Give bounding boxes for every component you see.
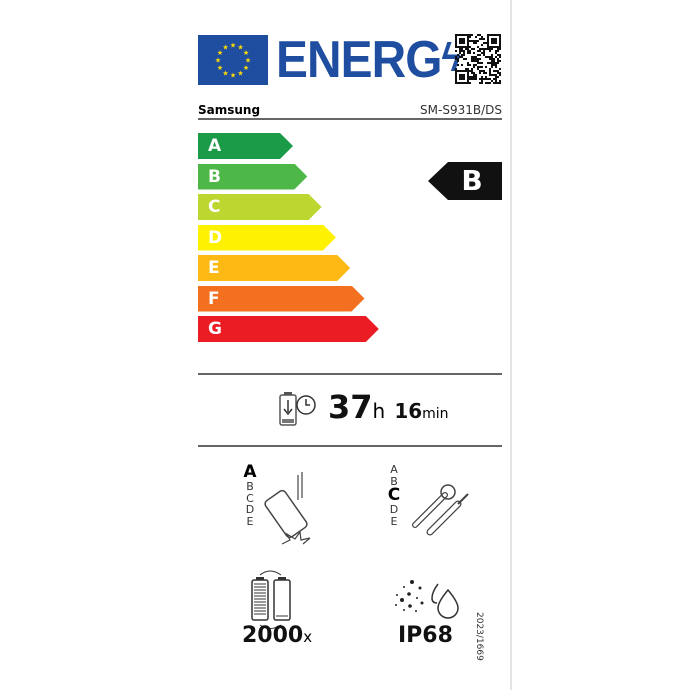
ingress-protection: IP68 <box>398 623 453 648</box>
phone-drop-icon <box>264 472 311 545</box>
energy-class-bar-d: D <box>198 225 336 251</box>
divider <box>198 118 502 120</box>
qr-code-icon[interactable] <box>455 34 501 84</box>
cycles-unit: x <box>303 628 313 646</box>
scale-letter-c: C <box>246 491 254 505</box>
scale-letter-b: B <box>246 480 254 493</box>
star-icon: ★ <box>222 44 228 52</box>
label-frame <box>510 0 512 690</box>
energy-class-bar-b: B <box>198 164 307 190</box>
star-icon: ★ <box>237 44 243 52</box>
logo-text: ENERG <box>276 31 442 89</box>
hours-unit: h <box>372 399 386 423</box>
energy-class-bar-c: C <box>198 194 322 220</box>
energy-logo: ENERGϟ <box>276 30 461 90</box>
scale-letter-d: D <box>245 503 255 516</box>
cycles-value: 2000 <box>242 623 304 648</box>
scale-letter-e: E <box>390 514 398 528</box>
star-icon: ★ <box>245 57 251 65</box>
star-icon: ★ <box>243 49 249 57</box>
battery-cycles: 2000x <box>242 623 312 648</box>
star-icon: ★ <box>243 64 249 72</box>
minutes-unit: min <box>422 406 449 422</box>
scale-letter-b: B <box>390 474 398 488</box>
repair-tools-icon <box>412 484 469 536</box>
star-icon: ★ <box>215 57 221 65</box>
battery-endurance-icon <box>279 392 316 426</box>
dust-water-icon <box>395 580 459 619</box>
model-id: SM-S931B/DS <box>420 103 502 117</box>
energy-class-bar-a: A <box>198 133 293 159</box>
scale-letter-a: A <box>243 462 257 482</box>
star-icon: ★ <box>230 72 236 80</box>
energy-class-bar-e: E <box>198 255 350 281</box>
divider <box>198 373 502 375</box>
brand-name: Samsung <box>198 103 261 117</box>
scale-letter-d: D <box>389 503 399 516</box>
hours-value: 37 <box>328 388 373 426</box>
star-icon: ★ <box>237 69 243 77</box>
divider <box>198 445 502 447</box>
scale-letter-a: A <box>390 463 398 476</box>
scale-letter-e: E <box>246 514 254 528</box>
star-icon: ★ <box>217 64 223 72</box>
energy-class-bar-g: G <box>198 316 379 342</box>
battery-cycles-icon <box>251 570 291 629</box>
star-icon: ★ <box>222 69 228 77</box>
eu-flag-icon: ★ ★★★★★★★★★★★ <box>198 35 268 85</box>
star-icon: ★ <box>230 42 236 50</box>
scale-letter-c: C <box>387 485 401 505</box>
minutes-value: 16 <box>394 399 423 423</box>
regulation-number: 2023/1669 <box>474 612 484 661</box>
energy-class-bar-f: F <box>198 286 365 312</box>
star-icon: ★ <box>217 49 223 57</box>
battery-endurance: 37h 16min <box>328 388 449 426</box>
